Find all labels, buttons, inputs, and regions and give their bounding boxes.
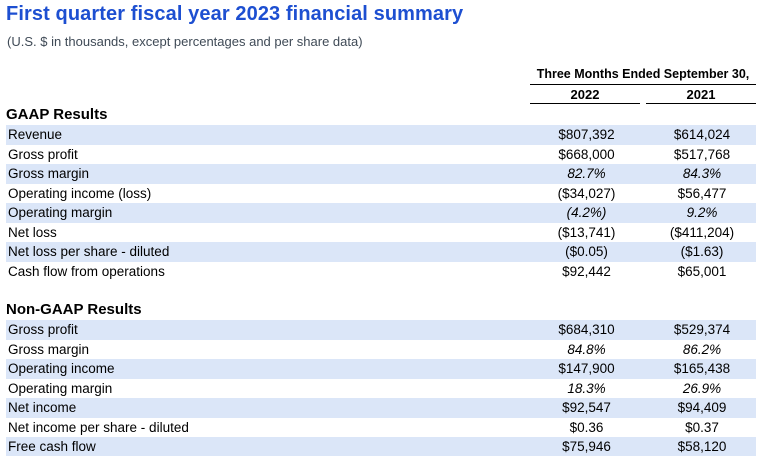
- table-section: Non-GAAP Results Gross profit $684,310 $…: [0, 301, 770, 456]
- table-row: Net loss per share - diluted ($0.05) ($1…: [6, 242, 756, 262]
- value-2022: ($34,027): [557, 185, 616, 201]
- row-label: Gross profit: [8, 322, 78, 338]
- value-2022: 18.3%: [567, 380, 606, 396]
- table-period-header-group: Three Months Ended September 30, 2022 20…: [530, 67, 756, 104]
- table-row: Free cash flow $75,946 $58,120: [6, 437, 756, 456]
- value-2022: 82.7%: [567, 166, 606, 182]
- value-2021: $614,024: [673, 127, 731, 143]
- value-2021: $58,120: [677, 439, 727, 455]
- value-2022: ($0.05): [565, 244, 608, 260]
- section-rows: Gross profit $684,310 $529,374 Gross mar…: [6, 320, 756, 456]
- table-row: Net income $92,547 $94,409: [6, 398, 756, 418]
- value-2022: $0.36: [569, 419, 604, 435]
- table-row: Operating income $147,900 $165,438: [6, 359, 756, 379]
- page-title: First quarter fiscal year 2023 financial…: [6, 3, 464, 25]
- row-label: Operating income (loss): [8, 185, 152, 201]
- table-row: Operating income (loss) ($34,027) $56,47…: [6, 184, 756, 204]
- value-2021: 86.2%: [682, 341, 722, 357]
- value-2022: $668,000: [558, 146, 615, 162]
- value-2021: ($1.63): [680, 244, 724, 260]
- value-2022: $92,442: [562, 263, 611, 279]
- value-2022: ($13,741): [557, 224, 616, 240]
- value-2021: 9.2%: [686, 205, 718, 221]
- value-2021: $165,438: [673, 361, 731, 377]
- row-label: Operating margin: [8, 205, 113, 221]
- table-body: GAAP Results Revenue $807,392 $614,024 G…: [0, 106, 770, 456]
- row-label: Net loss per share - diluted: [8, 244, 170, 260]
- value-2022: $807,392: [558, 127, 615, 143]
- row-label: Gross profit: [8, 146, 78, 162]
- year-column-headers: 2022 2021: [530, 85, 756, 104]
- value-2022: (4.2%): [566, 205, 607, 221]
- table-row: Operating margin (4.2%) 9.2%: [6, 203, 756, 223]
- value-2022: $75,946: [562, 439, 611, 455]
- row-label: Net loss: [8, 224, 57, 240]
- table-row: Gross profit $684,310 $529,374: [6, 320, 756, 340]
- table-row: Cash flow from operations $92,442 $65,00…: [6, 262, 756, 282]
- row-label: Net income per share - diluted: [8, 419, 189, 435]
- value-2022: $92,547: [562, 400, 611, 416]
- table-row: Revenue $807,392 $614,024: [6, 125, 756, 145]
- table-row: Gross margin 84.8% 86.2%: [6, 340, 756, 360]
- value-2021: $65,001: [677, 263, 727, 279]
- table-row: Gross profit $668,000 $517,768: [6, 145, 756, 165]
- table-section: GAAP Results Revenue $807,392 $614,024 G…: [0, 106, 770, 281]
- column-header-2021: 2021: [646, 85, 756, 104]
- section-heading: GAAP Results: [6, 106, 108, 123]
- value-2021: $94,409: [677, 400, 727, 416]
- value-2021: 84.3%: [682, 166, 722, 182]
- section-heading: Non-GAAP Results: [6, 301, 142, 318]
- row-label: Net income: [8, 400, 77, 416]
- page-subtitle: (U.S. $ in thousands, except percentages…: [7, 34, 363, 49]
- row-label: Gross margin: [8, 341, 90, 357]
- period-header: Three Months Ended September 30,: [530, 67, 756, 85]
- value-2022: $684,310: [558, 322, 615, 338]
- section-rows: Revenue $807,392 $614,024 Gross profit $…: [6, 125, 756, 281]
- row-label: Revenue: [8, 127, 63, 143]
- value-2021: ($411,204): [669, 224, 735, 240]
- row-label: Operating income: [8, 361, 115, 377]
- value-2022: 84.8%: [567, 341, 606, 357]
- row-label: Operating margin: [8, 380, 113, 396]
- row-label: Gross margin: [8, 166, 90, 182]
- table-row: Gross margin 82.7% 84.3%: [6, 164, 756, 184]
- row-label: Free cash flow: [8, 439, 96, 455]
- table-row: Operating margin 18.3% 26.9%: [6, 379, 756, 399]
- row-label: Cash flow from operations: [8, 263, 165, 279]
- table-row: Net income per share - diluted $0.36 $0.…: [6, 418, 756, 438]
- column-header-2022: 2022: [530, 85, 640, 104]
- value-2021: $0.37: [685, 419, 719, 435]
- value-2021: 26.9%: [682, 380, 722, 396]
- value-2021: $529,374: [673, 322, 731, 338]
- value-2022: $147,900: [558, 361, 615, 377]
- value-2021: $517,768: [673, 146, 731, 162]
- value-2021: $56,477: [677, 185, 727, 201]
- table-row: Net loss ($13,741) ($411,204): [6, 223, 756, 243]
